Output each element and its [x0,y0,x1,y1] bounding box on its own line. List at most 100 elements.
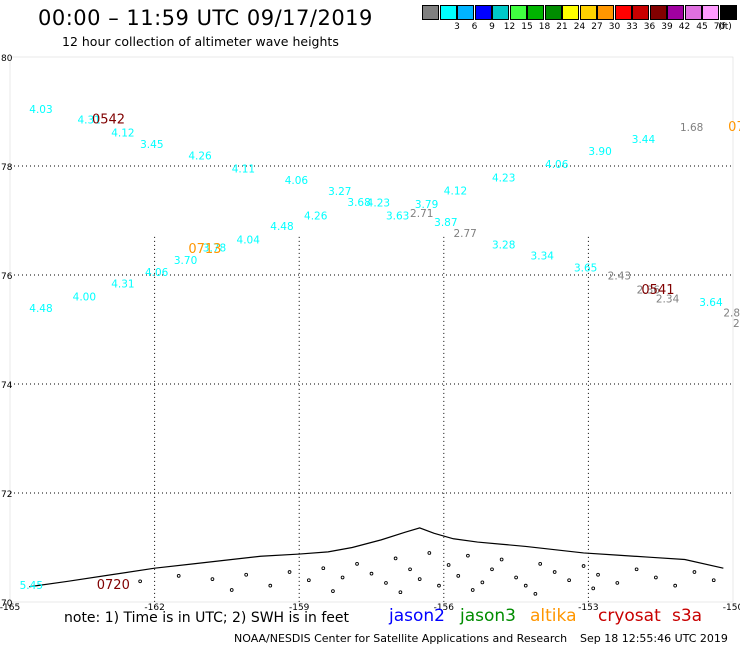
lake-marker [470,588,475,592]
wave-height-value: 4.23 [367,197,390,209]
legend-swatch [579,5,597,20]
legend-label: 24 [573,22,586,32]
wave-height-value: 2.43 [608,270,631,282]
wave-height-value: 3.68 [347,197,370,209]
wave-height-value: 4.31 [111,279,134,291]
legend-swatch [457,5,474,20]
legend-swatch [684,5,702,20]
pass-time-label: 0713 [188,242,221,257]
page-subtitle: 12 hour collection of altimeter wave hei… [62,34,339,49]
wave-height-value: 4.26 [304,210,328,222]
lake-marker [287,570,292,574]
wave-height-value: 2.34 [656,293,680,305]
lake-marker [456,573,461,578]
wave-height-value: 2.36 [637,285,661,297]
legend-label: 9 [489,22,495,32]
legend-label: 15 [521,22,533,32]
legend-swatch [667,5,684,20]
satellite-jason3: jason3 [460,606,516,626]
legend-label: 39 [661,22,673,32]
wave-height-value: 3.63 [386,210,409,222]
wave-height-value: 4.06 [285,175,309,187]
longitude-label: -165 [0,603,20,613]
legend-label: 30 [608,22,621,32]
lake-marker [596,572,600,577]
wave-height-value: 4.23 [492,172,515,184]
legend-swatch [597,5,614,20]
wave-height-value: 3.90 [588,146,611,158]
lake-marker [355,561,359,566]
lake-marker [692,570,697,574]
pass-time-label: 0541 [641,283,674,298]
footer-note: note: 1) Time is in UTC; 2) SWH is in fe… [64,610,350,626]
lake-marker [654,575,658,580]
wave-height-value: 4.26 [188,150,212,162]
lake-marker [499,557,504,562]
wave-height-value: 3.45 [140,139,163,151]
wave-height-value: 4.04 [237,234,261,246]
lake-marker [427,551,432,555]
latitude-label: 78 [1,163,13,173]
legend-label: 3 [454,22,460,32]
lake-marker [533,591,538,596]
satellite-altika: altika [530,606,577,626]
lake-marker [393,556,398,561]
legend-swatch [614,5,632,20]
legend-label: 21 [556,22,568,32]
wave-height-value: 4.48 [270,221,293,233]
legend-swatch [474,5,492,20]
lake-marker [417,577,422,581]
longitude-label: -162 [144,603,164,613]
lake-marker [552,570,557,574]
lake-marker [321,566,326,571]
lake-marker [514,575,518,580]
wave-height-value: 3.44 [632,134,656,146]
wave-height-value: 2.85 [723,307,740,319]
generation-timestamp: Sep 18 12:55:46 UTC 2019 [580,632,728,645]
wave-height-value: 2.71 [410,208,433,220]
wave-height-value: 4.06 [545,159,569,171]
legend-unit: (ft) [718,22,732,32]
coastline [29,527,724,588]
lake-marker [523,583,528,588]
legend-label: 45 [696,22,708,32]
pass-time-label: 0712 [728,120,740,135]
legend-swatch [719,5,737,20]
latitude-label: 70 [1,599,13,609]
legend-swatch [492,5,509,20]
wave-height-value: 4.31 [77,114,100,126]
wave-height-value: 4.06 [145,267,169,279]
legend-label: 12 [503,22,516,32]
longitude-label: -153 [578,603,598,613]
lake-marker [581,564,586,568]
lake-marker [138,579,142,584]
wave-height-value: 3.64 [699,297,723,309]
longitude-label: -159 [289,603,310,613]
wave-height-value: 3.27 [328,186,351,198]
wave-height-value: 3.79 [415,199,438,211]
legend-label: 18 [538,22,551,32]
latitude-label: 72 [1,490,12,500]
lake-marker [384,581,388,585]
lake-marker [408,567,412,572]
lake-marker [437,583,441,588]
lake-marker [466,553,470,558]
wave-height-value: 3.65 [574,263,597,275]
wave-height-value: 3.87 [434,217,457,229]
page-title: 00:00 – 11:59 UTC 09/17/2019 [38,6,373,30]
lake-marker [615,581,620,585]
legend-swatch [422,5,439,20]
pass-time-label: 0542 [92,112,125,127]
legend-swatch [544,5,562,20]
lake-marker [398,590,403,595]
lake-marker [446,563,451,567]
lake-marker [331,589,335,593]
satellite-jason2: jason2 [389,606,445,626]
satellite-s3a: s3a [672,606,703,626]
wave-height-value: 4.11 [232,164,255,176]
latitude-label: 76 [1,272,13,282]
legend-swatch [439,5,457,20]
latitude-label: 74 [1,381,13,391]
lake-marker [340,575,345,580]
